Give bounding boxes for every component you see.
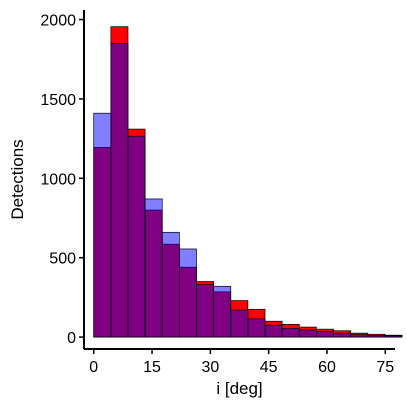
x-tick-label: 15 <box>143 359 161 376</box>
y-axis-title: Detections <box>8 139 27 219</box>
bar-blue-13 <box>316 331 334 338</box>
bar-blue-14 <box>333 332 352 338</box>
y-tick-label: 0 <box>67 330 76 347</box>
bar-blue-1 <box>110 42 129 338</box>
x-axis-title: i [deg] <box>216 379 262 398</box>
bar-blue-6 <box>196 284 214 338</box>
bar-blue-7 <box>213 285 232 338</box>
y-tick-label: 1000 <box>40 171 76 188</box>
bar-blue-11 <box>281 328 300 338</box>
bar-blue-10 <box>264 324 283 338</box>
x-tick-label: 60 <box>318 359 336 376</box>
y-tick-label: 2000 <box>40 13 76 30</box>
bar-blue-9 <box>247 318 266 338</box>
y-axis-ticks: 0 500 1000 1500 2000 <box>40 13 84 347</box>
bars-layer <box>93 26 403 338</box>
x-tick-label: 0 <box>89 359 98 376</box>
y-tick-label: 500 <box>49 251 76 268</box>
bar-blue-3 <box>144 198 163 338</box>
bar-blue-12 <box>298 329 317 338</box>
bar-blue-2 <box>127 135 146 338</box>
bar-blue-15 <box>350 334 369 338</box>
y-tick-label: 1500 <box>40 92 76 109</box>
bar-blue-5 <box>179 248 197 338</box>
x-tick-label: 75 <box>376 359 394 376</box>
bar-blue-4 <box>161 231 180 338</box>
x-tick-label: 45 <box>260 359 278 376</box>
bar-blue-8 <box>230 309 249 338</box>
bar-blue-16 <box>367 335 386 338</box>
x-tick-label: 30 <box>201 359 219 376</box>
bar-blue-17 <box>384 335 403 338</box>
x-axis-ticks: 0 15 30 45 60 75 <box>89 349 394 376</box>
bar-blue-0 <box>93 112 112 338</box>
